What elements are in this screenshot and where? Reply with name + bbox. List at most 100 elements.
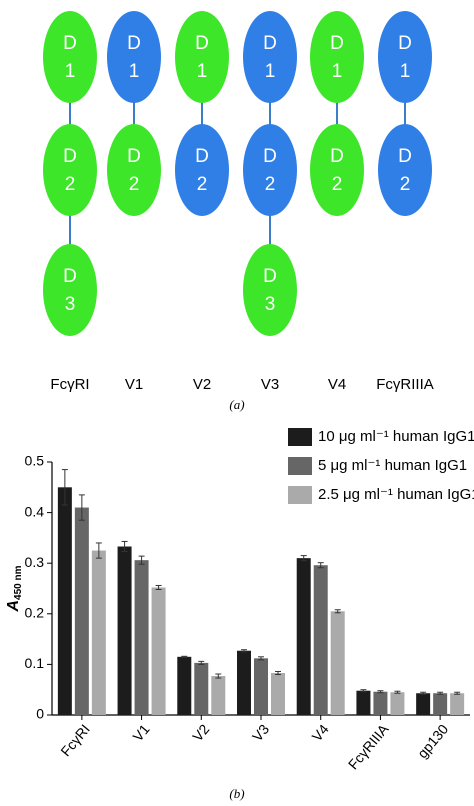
- domain: [43, 244, 97, 336]
- domain-name: D: [63, 146, 77, 167]
- domain: [310, 124, 364, 216]
- error-bar: [138, 555, 145, 565]
- bar: [390, 692, 405, 715]
- error-bar: [454, 691, 461, 695]
- domain-name: D: [330, 33, 344, 54]
- error-bar: [155, 584, 162, 591]
- x-tick-label: V2: [189, 721, 212, 745]
- bar: [330, 611, 345, 715]
- y-axis-label: A450 nm: [5, 565, 23, 612]
- construct-label: FcγRIIIA: [376, 376, 434, 393]
- domain-name: D: [127, 146, 141, 167]
- domain: [378, 11, 432, 103]
- legend-label: 10 μg ml⁻¹ human IgG1: [318, 428, 474, 445]
- error-bar: [95, 542, 102, 559]
- bar: [134, 560, 149, 715]
- construct-label: V1: [125, 376, 143, 393]
- domain-name: D: [330, 146, 344, 167]
- error-bar: [377, 690, 384, 694]
- bar: [433, 693, 448, 715]
- bar: [254, 658, 268, 715]
- bar: [194, 662, 209, 715]
- domain: [310, 11, 364, 103]
- error-bar: [275, 670, 281, 676]
- domain: [43, 11, 97, 103]
- error-bar: [198, 660, 205, 665]
- error-bar: [181, 655, 188, 658]
- bar: [450, 693, 465, 715]
- error-bar: [215, 673, 222, 679]
- caption: (b): [229, 786, 244, 801]
- domain-index: 1: [129, 61, 140, 82]
- domain-index: 2: [129, 174, 140, 195]
- domain: [175, 11, 229, 103]
- error-bar: [121, 540, 128, 553]
- legend-swatch: [288, 486, 312, 504]
- domain-index: 1: [265, 61, 276, 82]
- domain-index: 2: [265, 174, 276, 195]
- x-tick-label: V4: [309, 721, 332, 745]
- bar: [373, 691, 388, 715]
- domain-index: 2: [197, 174, 208, 195]
- domain: [43, 124, 97, 216]
- caption: (a): [229, 397, 244, 412]
- error-bar: [334, 609, 341, 614]
- bar: [151, 587, 166, 715]
- domain-name: D: [263, 33, 277, 54]
- bar: [211, 676, 226, 715]
- domain-index: 3: [65, 294, 76, 315]
- x-tick-label: FcγRI: [57, 721, 93, 759]
- error-bar: [437, 691, 444, 695]
- bar: [117, 546, 132, 715]
- y-tick-label: 0.5: [25, 453, 45, 469]
- domain-name: D: [398, 33, 412, 54]
- bar: [57, 487, 72, 715]
- domain: [175, 124, 229, 216]
- domain-name: D: [63, 266, 77, 287]
- domain-name: D: [398, 146, 412, 167]
- error-bar: [394, 690, 401, 694]
- x-tick-label: FcγRIIIA: [345, 721, 392, 773]
- bar: [237, 650, 251, 715]
- error-bar: [241, 649, 247, 653]
- construct-label: V4: [328, 376, 346, 393]
- bar: [74, 507, 89, 715]
- construct-label: V3: [261, 376, 279, 393]
- domain-index: 2: [332, 174, 343, 195]
- domain-name: D: [263, 146, 277, 167]
- error-bar: [317, 562, 324, 569]
- bar: [356, 690, 371, 715]
- domain: [378, 124, 432, 216]
- domain: [243, 124, 297, 216]
- construct-label: V2: [193, 376, 211, 393]
- legend-label: 5 μg ml⁻¹ human IgG1: [318, 457, 467, 474]
- domain-index: 2: [65, 174, 76, 195]
- bar: [296, 558, 311, 715]
- x-tick-label: V1: [129, 721, 152, 745]
- y-tick-label: 0.2: [25, 605, 45, 621]
- domain-index: 1: [197, 61, 208, 82]
- domain-name: D: [195, 33, 209, 54]
- domain-index: 2: [400, 174, 411, 195]
- legend-swatch: [288, 457, 312, 475]
- error-bar: [420, 691, 427, 695]
- domain: [243, 244, 297, 336]
- domain-name: D: [195, 146, 209, 167]
- error-bar: [78, 494, 85, 521]
- bar: [177, 656, 192, 715]
- y-tick-label: 0.1: [25, 655, 45, 671]
- y-label-main: A: [5, 600, 22, 613]
- y-tick-label: 0: [36, 706, 44, 722]
- domain: [243, 11, 297, 103]
- bar: [416, 693, 431, 715]
- bar: [313, 565, 328, 715]
- y-label-sub: 450 nm: [13, 565, 24, 600]
- bar: [271, 673, 285, 715]
- error-bar: [360, 689, 367, 693]
- domain: [107, 124, 161, 216]
- domain: [107, 11, 161, 103]
- domain-index: 1: [400, 61, 411, 82]
- error-bar: [61, 469, 68, 506]
- domain-name: D: [263, 266, 277, 287]
